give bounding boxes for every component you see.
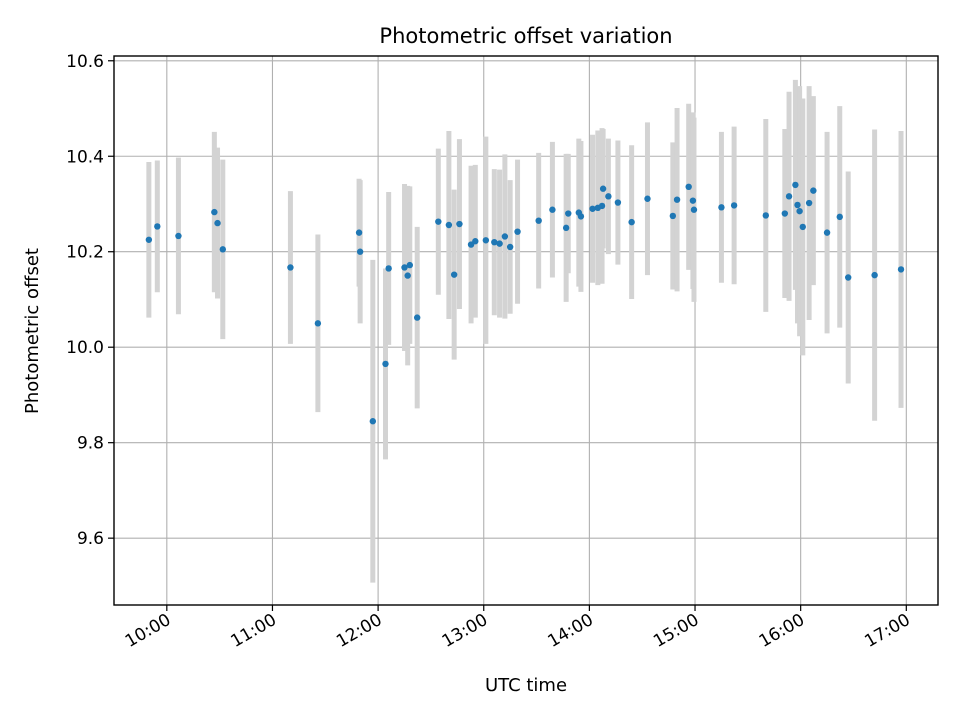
data-point — [382, 360, 389, 368]
data-point — [496, 240, 503, 247]
data-point — [673, 196, 681, 203]
data-point — [214, 219, 221, 227]
data-point — [785, 193, 793, 200]
data-point — [605, 193, 612, 200]
data-point — [314, 320, 322, 327]
data-point — [598, 202, 606, 210]
data-point — [406, 261, 413, 269]
data-point — [287, 264, 294, 271]
data-point — [823, 229, 831, 236]
data-point — [491, 238, 498, 246]
data-point — [669, 212, 677, 220]
y-tick-label: 10.0 — [66, 338, 104, 358]
data-point — [211, 208, 218, 216]
data-point — [730, 202, 738, 209]
data-point — [401, 264, 408, 271]
plot-frame — [113, 55, 939, 606]
data-point — [845, 274, 852, 281]
data-point — [445, 221, 453, 229]
data-point — [514, 228, 521, 235]
data-point — [472, 238, 479, 245]
data-point — [154, 223, 161, 230]
data-point — [781, 210, 789, 217]
data-point — [356, 248, 364, 255]
data-point — [565, 210, 572, 217]
data-point — [792, 181, 799, 189]
data-point — [450, 271, 458, 278]
data-point — [219, 246, 227, 253]
data-point — [799, 223, 806, 231]
data-point — [549, 206, 556, 213]
data-point — [482, 237, 490, 244]
data-point — [644, 195, 651, 202]
data-point — [501, 233, 509, 240]
data-point — [145, 236, 153, 243]
data-point — [762, 212, 770, 219]
data-point — [685, 183, 692, 191]
data-point — [614, 199, 622, 206]
data-point — [435, 218, 442, 225]
data-points — [145, 181, 905, 425]
data-point — [404, 272, 411, 279]
data-point — [456, 220, 463, 228]
y-tick-label: 10.4 — [66, 147, 104, 167]
data-point — [577, 213, 585, 220]
chart-title: Photometric offset variation — [379, 24, 672, 48]
y-tick-label: 9.6 — [77, 529, 104, 549]
data-point — [535, 217, 542, 224]
data-point — [506, 243, 514, 251]
x-axis-title: UTC time — [485, 675, 567, 696]
data-point — [836, 213, 843, 221]
data-point — [689, 197, 697, 204]
data-point — [718, 204, 725, 211]
data-point — [355, 229, 363, 236]
data-point — [628, 218, 635, 226]
y-axis-title: Photometric offset — [22, 248, 43, 414]
data-point — [810, 187, 817, 194]
data-point — [599, 185, 607, 192]
data-point — [871, 271, 878, 279]
y-tick-label: 10.6 — [66, 52, 104, 72]
data-point — [589, 205, 596, 212]
data-point — [413, 314, 421, 321]
data-point — [175, 232, 182, 240]
data-point — [794, 201, 801, 209]
data-point — [796, 207, 803, 215]
data-point — [897, 266, 905, 273]
data-point — [369, 418, 377, 425]
data-point — [385, 265, 392, 272]
data-point — [690, 206, 698, 213]
y-tick-label: 10.2 — [66, 243, 104, 263]
y-tick-label: 9.8 — [77, 434, 104, 454]
data-point — [562, 224, 570, 232]
data-point — [805, 199, 813, 207]
